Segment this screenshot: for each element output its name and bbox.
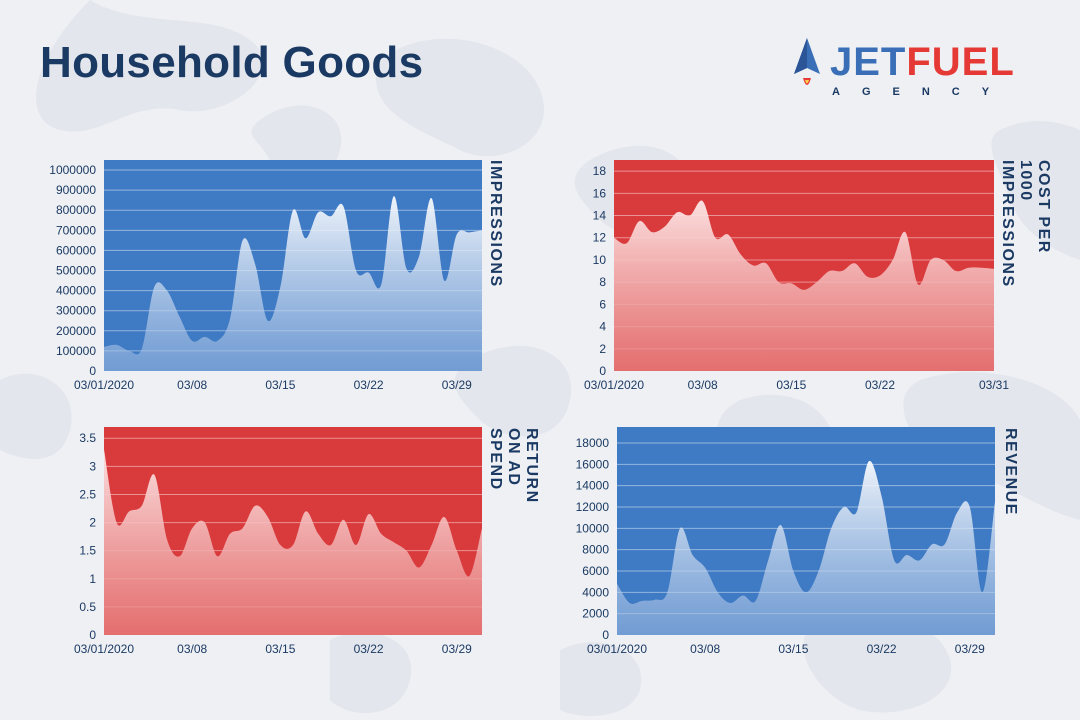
roas-area-series (104, 449, 482, 635)
cpm-xtick-label: 03/08 (688, 378, 718, 392)
rocket-icon (794, 38, 820, 85)
impressions-ytick-label: 800000 (56, 203, 96, 217)
impressions-ytick-label: 300000 (56, 304, 96, 318)
page-title: Household Goods (40, 38, 424, 87)
revenue-ytick-label: 6000 (582, 564, 609, 578)
impressions-ytick-label: 700000 (56, 223, 96, 237)
impressions-ytick-label: 1000000 (49, 163, 96, 177)
impressions-area-series (104, 196, 482, 371)
roas-chart-ylabel: RETURN ON AD SPEND (487, 428, 540, 504)
roas-ytick-label: 2 (89, 516, 96, 530)
cpm-ytick-label: 0 (599, 364, 606, 378)
cpm-xtick-label: 03/15 (776, 378, 806, 392)
cpm-ytick-label: 4 (599, 320, 606, 334)
revenue-xtick-label: 03/15 (778, 642, 808, 656)
impressions-xtick-label: 03/29 (442, 378, 472, 392)
revenue-ytick-label: 8000 (582, 543, 609, 557)
logo-jet-text: JET (830, 40, 907, 84)
cpm-ytick-label: 6 (599, 297, 606, 311)
revenue-ytick-label: 16000 (576, 457, 610, 471)
cpm-ytick-label: 8 (599, 275, 606, 289)
impressions-ytick-label: 400000 (56, 284, 96, 298)
logo-agency-text: AGENCY (832, 86, 1012, 98)
revenue-ytick-label: 4000 (582, 585, 609, 599)
roas-ytick-label: 0 (89, 628, 96, 642)
roas-xtick-label: 03/29 (442, 642, 472, 656)
revenue-xtick-label: 03/08 (690, 642, 720, 656)
roas-ytick-label: 2.5 (79, 487, 96, 501)
cpm-ytick-label: 16 (593, 186, 607, 200)
roas-ytick-label: 3.5 (79, 431, 96, 445)
impressions-xtick-label: 03/08 (177, 378, 207, 392)
cpm-ytick-label: 12 (593, 231, 607, 245)
cpm-xtick-label: 03/31 (979, 378, 1009, 392)
revenue-ytick-label: 18000 (576, 436, 610, 450)
impressions-ytick-label: 600000 (56, 243, 96, 257)
roas-xtick-label: 03/22 (354, 642, 384, 656)
revenue-xtick-label: 03/22 (867, 642, 897, 656)
roas-xtick-label: 03/08 (177, 642, 207, 656)
revenue-area-series (617, 460, 995, 635)
roas-xtick-label: 03/01/2020 (74, 642, 134, 656)
impressions-ytick-label: 200000 (56, 324, 96, 338)
revenue-ytick-label: 0 (602, 628, 609, 642)
revenue-ytick-label: 14000 (576, 479, 610, 493)
jetfuel-logo: JETFUEL AGENCY (790, 38, 1050, 102)
cpm-area-series (614, 200, 994, 371)
impressions-chart-ylabel: IMPRESSIONS (487, 160, 504, 288)
revenue-ytick-label: 12000 (576, 500, 610, 514)
cpm-ytick-label: 14 (593, 209, 607, 223)
revenue-chart-ylabel: REVENUE (1002, 428, 1019, 516)
impressions-ytick-label: 100000 (56, 344, 96, 358)
revenue-ytick-label: 10000 (576, 521, 610, 535)
roas-ytick-label: 1 (89, 572, 96, 586)
cpm-xtick-label: 03/01/2020 (584, 378, 644, 392)
impressions-xtick-label: 03/22 (354, 378, 384, 392)
revenue-xtick-label: 03/29 (955, 642, 985, 656)
impressions-ytick-label: 500000 (56, 264, 96, 278)
revenue-ytick-label: 2000 (582, 607, 609, 621)
logo-fuel-text: FUEL (906, 40, 1015, 84)
logo-wordmark: JETFUEL (830, 42, 1015, 82)
impressions-ytick-label: 900000 (56, 183, 96, 197)
cpm-xtick-label: 03/22 (865, 378, 895, 392)
roas-xtick-label: 03/15 (265, 642, 295, 656)
roas-ytick-label: 0.5 (79, 600, 96, 614)
revenue-xtick-label: 03/01/2020 (587, 642, 647, 656)
cpm-ytick-label: 2 (599, 342, 606, 356)
cpm-ytick-label: 10 (593, 253, 607, 267)
impressions-xtick-label: 03/01/2020 (74, 378, 134, 392)
cpm-ytick-label: 18 (593, 164, 607, 178)
roas-ytick-label: 1.5 (79, 544, 96, 558)
cpm-chart-ylabel: COST PER 1000 IMPRESSIONS (999, 160, 1052, 288)
impressions-ytick-label: 0 (89, 364, 96, 378)
roas-ytick-label: 3 (89, 459, 96, 473)
impressions-xtick-label: 03/15 (265, 378, 295, 392)
